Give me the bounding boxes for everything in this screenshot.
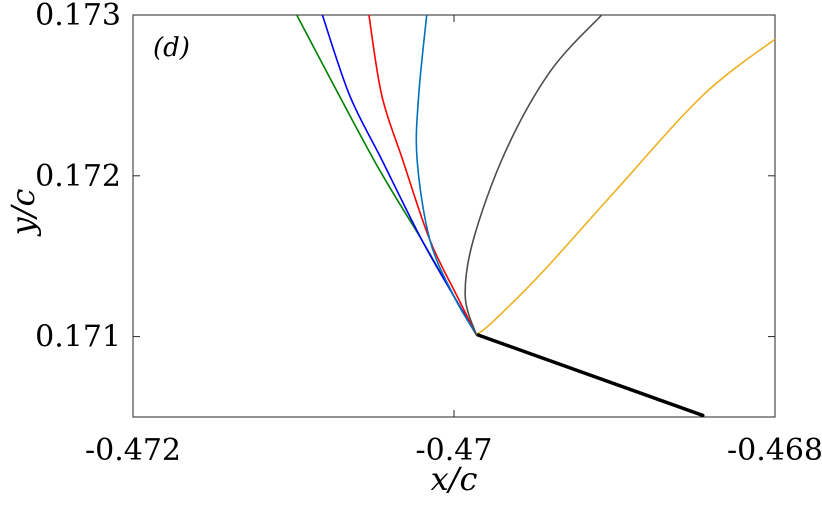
y-tick-label: 0.171 [35,320,121,355]
tick-marks [132,14,776,417]
x-tick-label: -0.47 [416,433,493,468]
series-layer [295,15,775,417]
series-line-3 [368,15,478,336]
panel-label: (d) [153,33,190,63]
x-tick-label: -0.468 [727,433,822,468]
series-line-6 [475,38,775,336]
plot-frame [132,14,776,418]
x-tick-labels: -0.472 -0.47 -0.468 [85,433,822,468]
y-tick-label: 0.173 [35,0,121,33]
x-axis-label: x/c [431,460,478,498]
y-axis-label: y/c [4,189,42,238]
series-line-5 [464,15,603,336]
y-tick-label: 0.172 [35,159,121,194]
series-line-4 [415,15,478,336]
series-line-7 [476,333,705,417]
y-tick-labels: 0.171 0.172 0.173 [35,0,121,355]
x-tick-label: -0.472 [85,433,181,468]
